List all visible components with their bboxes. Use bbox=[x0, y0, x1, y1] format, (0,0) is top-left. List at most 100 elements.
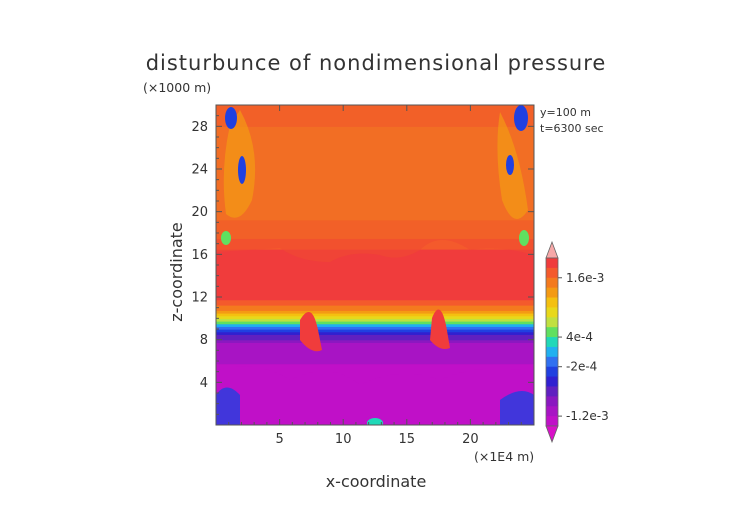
heatmap-band bbox=[216, 363, 534, 367]
y-tick-label: 28 bbox=[191, 120, 208, 135]
heatmap-band bbox=[216, 299, 534, 303]
bottom-right-patch bbox=[500, 391, 534, 425]
colorbar-swatch bbox=[546, 307, 558, 318]
colorbar-swatch bbox=[546, 416, 558, 427]
y-tick-label: 24 bbox=[191, 163, 208, 178]
heatmap-band bbox=[216, 297, 534, 301]
colorbar-swatch bbox=[546, 287, 558, 298]
heatmap-band bbox=[216, 318, 534, 322]
colorbar-label: 1.6e-3 bbox=[566, 271, 604, 285]
heatmap-band bbox=[216, 342, 534, 346]
colorbar-swatch bbox=[546, 337, 558, 348]
lower-low-region bbox=[216, 366, 534, 425]
heatmap-band bbox=[216, 259, 534, 263]
heatmap-band bbox=[216, 275, 534, 279]
y-tick-label: 12 bbox=[191, 291, 208, 306]
colorbar-label: -1.2e-3 bbox=[566, 409, 609, 423]
heatmap-band bbox=[216, 355, 534, 359]
y-axis: 4 8 12 16 20 24 28 bbox=[191, 115, 534, 415]
left-top-low-patch bbox=[225, 107, 237, 129]
heatmap-band bbox=[216, 331, 534, 335]
heatmap-band bbox=[216, 361, 534, 365]
upper-turbulent-region bbox=[216, 105, 534, 262]
y-tick-label: 4 bbox=[200, 376, 208, 391]
x-tick-label: 5 bbox=[275, 432, 283, 447]
heatmap-band bbox=[216, 358, 534, 362]
heatmap-band bbox=[216, 350, 534, 354]
heatmap-field bbox=[216, 105, 534, 425]
heatmap-band bbox=[216, 313, 534, 317]
y-tick-label: 8 bbox=[200, 333, 208, 348]
heatmap-band bbox=[216, 353, 534, 357]
x-unit-label: (×1E4 m) bbox=[474, 449, 534, 464]
heatmap-band bbox=[216, 334, 534, 338]
y-unit-label: (×1000 m) bbox=[143, 80, 211, 95]
heatmap-band bbox=[216, 315, 534, 319]
heatmap-band bbox=[216, 289, 534, 293]
heatmap-band bbox=[216, 323, 534, 327]
colorbar: 1.6e-3 4e-4 -2e-4 -1.2e-3 bbox=[545, 240, 609, 444]
heatmap-band bbox=[216, 262, 534, 266]
colorbar-swatch bbox=[546, 277, 558, 289]
heatmap-band bbox=[216, 305, 534, 309]
colorbar-swatch bbox=[546, 396, 558, 407]
y-axis-label: z-coordinate bbox=[167, 222, 186, 322]
colorbar-swatch bbox=[546, 297, 558, 308]
colorbar-swatch bbox=[546, 327, 558, 338]
y-tick-label: 20 bbox=[191, 205, 208, 220]
left-plume bbox=[300, 312, 322, 352]
right-top-low-patch bbox=[514, 105, 528, 131]
heatmap-band bbox=[216, 321, 534, 325]
heatmap-band bbox=[216, 265, 534, 269]
colorbar-swatch bbox=[546, 258, 558, 269]
right-plume bbox=[430, 309, 450, 349]
heatmap-band bbox=[216, 329, 534, 333]
heatmap-band bbox=[216, 345, 534, 349]
y-tick-label: 16 bbox=[191, 248, 208, 263]
colorbar-label: -2e-4 bbox=[566, 360, 597, 374]
heatmap-band bbox=[216, 337, 534, 341]
x-axis-label: x-coordinate bbox=[326, 472, 427, 491]
x-tick-label: 20 bbox=[462, 432, 479, 447]
right-mid-low-patch bbox=[506, 155, 514, 175]
colorbar-swatch bbox=[546, 376, 558, 387]
colorbar-swatch bbox=[546, 386, 558, 397]
x-tick-label: 15 bbox=[399, 432, 416, 447]
right-edge-patch bbox=[519, 230, 529, 246]
heatmap-band bbox=[216, 310, 534, 314]
colorbar-swatch bbox=[546, 366, 558, 377]
heatmap-band bbox=[216, 369, 534, 373]
heatmap-band bbox=[216, 278, 534, 282]
heatmap-band bbox=[216, 339, 534, 343]
x-tick-label: 10 bbox=[335, 432, 352, 447]
heatmap-band bbox=[216, 254, 534, 258]
heatmap-band bbox=[216, 347, 534, 351]
heatmap-band bbox=[216, 286, 534, 290]
colorbar-swatch bbox=[546, 406, 558, 417]
annotation-y-position: y=100 m bbox=[540, 106, 591, 119]
heatmap-band bbox=[216, 302, 534, 306]
x-axis: 5 10 15 20 bbox=[228, 105, 522, 447]
left-edge-patch bbox=[221, 231, 231, 245]
heatmap-band bbox=[216, 374, 534, 378]
heatmap-band bbox=[216, 371, 534, 375]
bottom-left-patch bbox=[216, 387, 240, 425]
heatmap-band bbox=[216, 307, 534, 311]
heatmap-band bbox=[216, 377, 534, 381]
heatmap-band bbox=[216, 291, 534, 295]
heatmap-band bbox=[216, 257, 534, 261]
annotation-time: t=6300 sec bbox=[540, 122, 604, 135]
heatmap-band bbox=[216, 294, 534, 298]
heatmap-band bbox=[216, 273, 534, 277]
colorbar-top-arrow bbox=[545, 240, 559, 259]
colorbar-swatch bbox=[546, 346, 558, 358]
colorbar-bottom-arrow bbox=[545, 425, 559, 444]
heatmap-band bbox=[216, 283, 534, 287]
colorbar-swatch bbox=[546, 317, 558, 328]
colorbar-swatch bbox=[546, 267, 558, 279]
heatmap-band bbox=[216, 366, 534, 370]
heatmap-band bbox=[216, 270, 534, 274]
colorbar-swatch bbox=[546, 356, 558, 368]
